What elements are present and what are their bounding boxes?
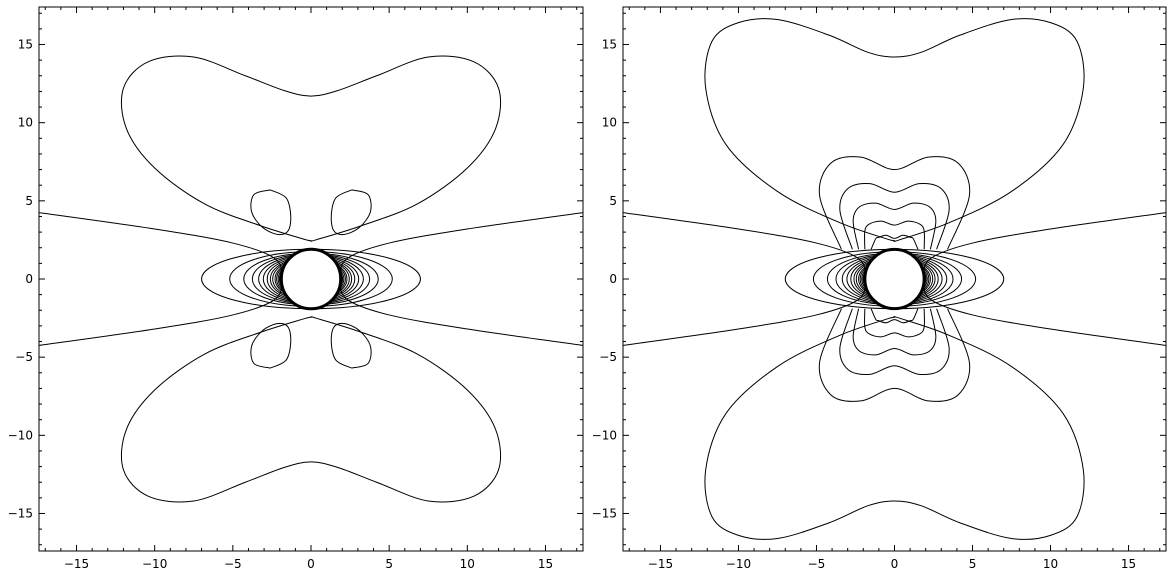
contour-ring-polar (864, 220, 925, 250)
y-tick-label: −5 (15, 350, 33, 364)
contour-line-bowtie (623, 212, 866, 346)
contour-line-lobe (704, 18, 1085, 242)
contour-ring-polar (852, 308, 937, 356)
contour-ring-polar (839, 182, 950, 250)
x-tick-label: −5 (808, 557, 826, 571)
contour-group (623, 18, 1166, 540)
contour-line-bowtie (39, 212, 282, 346)
right-contour-plot-svg: −15 −10 −5 0 5 10 15 −15 −10 −5 0 5 10 15 (592, 6, 1167, 571)
contour-group (39, 55, 583, 503)
y-tick-label: 5 (25, 194, 33, 208)
contour-line-island (330, 322, 372, 369)
contour-ring-polar (818, 308, 971, 402)
x-tick-label: −5 (224, 557, 242, 571)
y-tick-label: 15 (602, 38, 617, 52)
central-disk (279, 247, 343, 311)
x-tick-label: 15 (1121, 557, 1136, 571)
contour-line-lobe (704, 316, 1085, 540)
y-tick-label: 0 (25, 272, 33, 286)
x-tick-label: 0 (891, 557, 899, 571)
x-tick-label: −10 (142, 557, 167, 571)
right-contour-plot: −15 −10 −5 0 5 10 15 −15 −10 −5 0 5 10 15 (584, 0, 1167, 580)
contour-ring-polar (839, 308, 950, 376)
x-tick-label: −15 (648, 557, 673, 571)
contour-line-island (250, 189, 292, 236)
y-tick-label: 15 (18, 38, 33, 52)
x-tick-label: 5 (385, 557, 393, 571)
y-tick-label: −10 (592, 428, 617, 442)
y-tick-label: −5 (599, 350, 617, 364)
y-tick-label: 0 (609, 272, 617, 286)
x-tick-label: 15 (538, 557, 553, 571)
contour-line-island (250, 322, 292, 369)
x-tick-label: 10 (460, 557, 475, 571)
left-contour-plot: −15 −10 −5 0 5 10 15 −15 −10 −5 0 5 10 15 (8, 6, 584, 571)
y-tick-label: −10 (8, 428, 33, 442)
x-tick-label: −15 (64, 557, 89, 571)
y-tick-label: −15 (8, 506, 33, 520)
contour-ring-polar (870, 234, 919, 250)
left-contour-plot-svg: −15 −10 −5 0 5 10 15 −15 −10 −5 0 5 10 15 (8, 6, 584, 571)
y-tick-label: 10 (18, 116, 33, 130)
x-tick-label: −10 (726, 557, 751, 571)
contour-ring-polar (818, 156, 971, 250)
central-disk (863, 247, 926, 311)
x-tick-label: 0 (307, 557, 315, 571)
x-tick-label: 10 (1043, 557, 1058, 571)
contour-ring-polar (852, 202, 937, 250)
x-tick-label: 5 (969, 557, 977, 571)
contour-line-lobe (120, 55, 502, 242)
contour-line-bowtie (340, 212, 583, 346)
y-tick-label: 10 (602, 116, 617, 130)
contour-line-lobe (120, 316, 502, 503)
contour-ring-polar (870, 308, 919, 324)
y-tick-label: −15 (592, 506, 617, 520)
contour-line-island (330, 189, 372, 236)
y-tick-label: 5 (609, 194, 617, 208)
contour-line-bowtie (923, 212, 1166, 346)
contour-ring-polar (864, 308, 925, 338)
